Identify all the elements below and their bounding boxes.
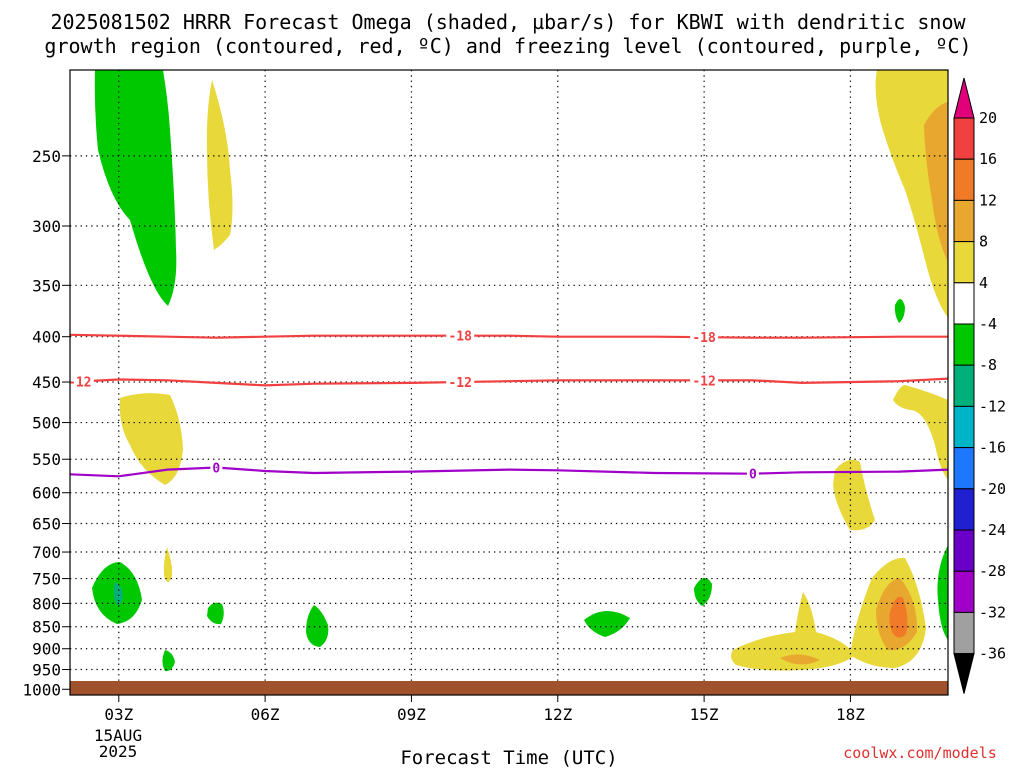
colorbar-tick-label: 4: [979, 274, 988, 292]
y-tick-label: 350: [32, 276, 61, 295]
colorbar-swatch: [953, 488, 975, 531]
contour-label-background: [210, 460, 223, 474]
colorbar-swatch: [953, 323, 975, 366]
x-axis-ticks: 03Z 06Z 09Z 12Z 15Z 18Z: [104, 695, 865, 724]
x-tick-label: 03Z: [104, 705, 133, 724]
subsidence-region: [206, 80, 233, 250]
colorbar: 20 16 12 8 4 -4 -8 -12 -16 -20 -24 -28 -32 -36: [953, 77, 1006, 694]
freezing-level-contour-line: [69, 466, 949, 478]
contour-label-background: [690, 330, 719, 344]
subsidence-region: [119, 393, 183, 485]
terrain-below-ground: [70, 681, 948, 695]
contour-label: 0: [212, 462, 220, 477]
contour-label: -12: [68, 376, 91, 391]
contour-label: -18: [692, 331, 716, 346]
x-tick-label: 06Z: [251, 705, 280, 724]
contour-label: -12: [692, 374, 715, 389]
ascent-region: [162, 650, 175, 672]
contour-label-background: [65, 374, 94, 388]
y-tick-label: 650: [32, 515, 61, 534]
x-tick-label: 15Z: [690, 705, 719, 724]
colorbar-tick-label: -32: [979, 603, 1006, 621]
contour-label: -12: [448, 376, 471, 391]
ascent-region: [584, 610, 630, 637]
colorbar-tick-label: -8: [979, 356, 997, 374]
ascent-region: [207, 602, 224, 625]
colorbar-swatch: [953, 282, 975, 325]
colorbar-tick-label: -24: [979, 521, 1006, 539]
x-axis-title: Forecast Time (UTC): [400, 747, 617, 768]
colorbar-swatch: [953, 405, 975, 449]
y-tick-label: 1000: [22, 680, 61, 699]
colorbar-swatch: [953, 447, 975, 490]
source-credit: coolwx.com/models: [843, 744, 997, 762]
y-tick-label: 450: [32, 373, 61, 392]
subsidence-region: [893, 385, 948, 480]
y-tick-label: 400: [32, 328, 61, 347]
contour-label-background: [446, 328, 475, 342]
colorbar-swatch: [953, 117, 975, 160]
y-tick-label: 750: [32, 570, 61, 589]
ascent-region: [937, 545, 948, 640]
year-label: 2025: [99, 742, 138, 761]
temperature-contours: -18 -18 -12 -12 -12 0 0: [65, 328, 949, 483]
y-axis-ticks: 250 300 350 400 450 500 550 600 650 700 750 800 850 9…: [22, 147, 70, 699]
ascent-region: [894, 298, 905, 323]
subsidence-region: [163, 547, 173, 582]
ascent-region: [113, 582, 123, 606]
subsidence-region: [924, 102, 948, 262]
contour-label-background: [690, 373, 719, 387]
colorbar-tick-label: -12: [979, 397, 1006, 415]
subsidence-region: [731, 592, 855, 671]
chart-title-line-1: 2025081502 HRRR Forecast Omega (shaded, …: [50, 10, 966, 34]
subsidence-region: [780, 654, 820, 665]
contour-label: -18: [448, 330, 472, 345]
contour-label-background: [746, 466, 759, 480]
contour-label: 0: [749, 468, 757, 483]
omega-shading: [92, 70, 948, 672]
ascent-region: [94, 70, 177, 306]
y-tick-label: 800: [32, 594, 61, 613]
y-tick-label: 300: [32, 217, 61, 236]
x-tick-label: 18Z: [836, 705, 865, 724]
colorbar-tick-label: 12: [979, 191, 997, 209]
colorbar-tick-label: 8: [979, 233, 988, 251]
y-tick-label: 550: [32, 450, 61, 469]
colorbar-bottom-arrow: [953, 653, 975, 694]
y-tick-label: 250: [32, 147, 61, 166]
y-tick-label: 900: [32, 640, 61, 659]
y-tick-label: 950: [32, 661, 61, 680]
colorbar-swatch: [953, 199, 975, 243]
x-tick-label: 09Z: [397, 705, 426, 724]
colorbar-top-arrow: [953, 77, 975, 119]
colorbar-tick-label: -4: [979, 315, 997, 333]
y-tick-label: 500: [32, 414, 61, 433]
ascent-region: [694, 577, 712, 606]
subsidence-region: [833, 459, 875, 531]
colorbar-tick-label: -28: [979, 562, 1006, 580]
colorbar-swatch: [953, 611, 975, 655]
contour-label-background: [446, 375, 475, 389]
colorbar-tick-label: 16: [979, 150, 997, 168]
colorbar-tick-label: 20: [979, 109, 997, 127]
colorbar-tick-label: -20: [979, 480, 1006, 498]
colorbar-swatch: [953, 241, 975, 284]
colorbar-tick-label: -16: [979, 439, 1006, 457]
colorbar-swatch: [953, 364, 975, 407]
chart-title-line-2: growth region (contoured, red, ºC) and f…: [44, 34, 971, 58]
colorbar-swatch: [953, 158, 975, 201]
colorbar-swatch: [953, 529, 975, 572]
colorbar-tick-label: -36: [979, 645, 1006, 663]
y-tick-label: 850: [32, 618, 61, 637]
date-label: 15AUG: [94, 726, 142, 745]
x-tick-label: 12Z: [543, 705, 572, 724]
colorbar-swatch: [953, 570, 975, 613]
y-tick-label: 700: [32, 543, 61, 562]
ascent-region: [306, 605, 329, 647]
y-tick-label: 600: [32, 484, 61, 503]
